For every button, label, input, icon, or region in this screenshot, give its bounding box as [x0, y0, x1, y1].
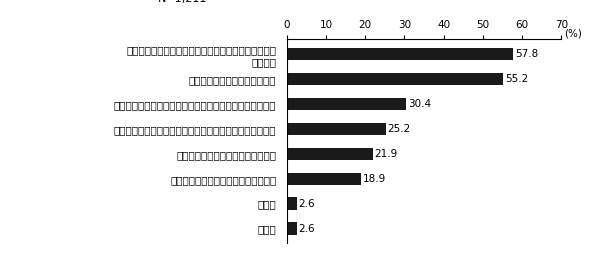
Bar: [287, 222, 297, 235]
Text: N=1,211: N=1,211: [157, 0, 207, 4]
Text: 55.2: 55.2: [505, 74, 528, 84]
Bar: [287, 172, 361, 185]
Text: 2.6: 2.6: [298, 224, 315, 234]
Bar: [287, 48, 514, 60]
Bar: [287, 73, 503, 85]
Text: 18.9: 18.9: [363, 174, 386, 184]
Bar: [287, 123, 386, 135]
Text: 57.8: 57.8: [515, 49, 539, 59]
Bar: [287, 197, 297, 210]
Bar: [287, 98, 406, 110]
Text: 21.9: 21.9: [375, 149, 398, 159]
Text: 30.4: 30.4: [408, 99, 431, 109]
Text: (%): (%): [564, 29, 582, 39]
Text: 2.6: 2.6: [298, 199, 315, 209]
Text: 25.2: 25.2: [387, 124, 411, 134]
Bar: [287, 148, 373, 160]
